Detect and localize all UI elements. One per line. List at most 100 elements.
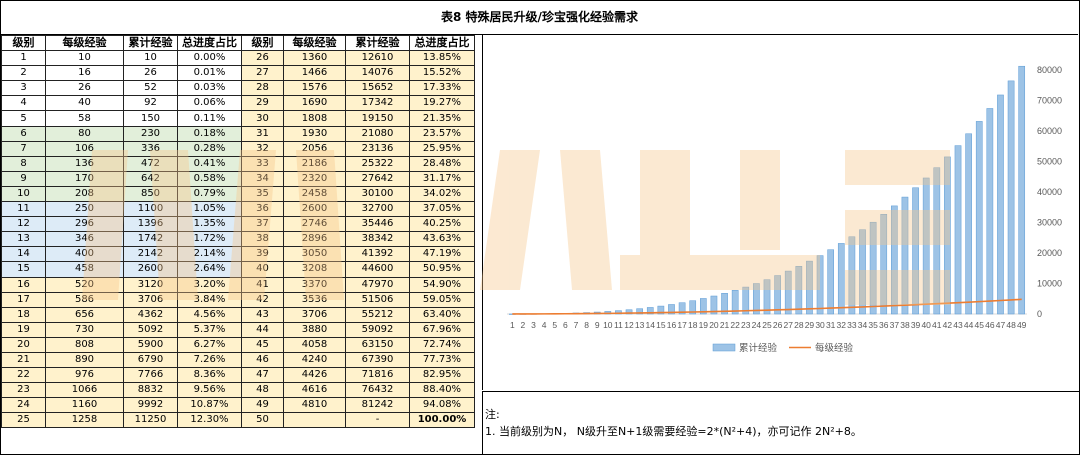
line-exp-per-level: [512, 298, 1022, 315]
table-row: 18 656 4362 4.56% 43 3706 55212 63.40%: [1, 306, 475, 323]
cell-right-progress: 50.95%: [409, 261, 475, 278]
cell-left-level: 15: [1, 261, 46, 278]
cell-right-level: 27: [241, 65, 284, 82]
cell-left-level: 24: [1, 397, 46, 414]
cell-left-progress: 12.30%: [177, 412, 242, 429]
cell-left-progress: 3.84%: [177, 291, 242, 308]
cell-right-level: 44: [241, 321, 284, 338]
table-row: 4 40 92 0.06% 29 1690 17342 19.27%: [1, 95, 475, 112]
x-tick-label: 5: [552, 320, 557, 330]
cell-left-progress: 2.14%: [177, 246, 242, 263]
cell-left-exp-per-level: 40: [45, 95, 124, 112]
x-tick-label: 21: [720, 320, 730, 330]
x-tick-label: 36: [879, 320, 889, 330]
bar-cumulative-exp: [657, 305, 665, 315]
x-tick-label: 47: [996, 320, 1006, 330]
cell-right-progress: 54.90%: [409, 276, 475, 293]
y-tick-label: 50000: [1037, 157, 1062, 167]
bar-cumulative-exp: [689, 300, 697, 315]
bar-cumulative-exp: [827, 249, 835, 315]
header-progress-left: 总进度占比: [177, 34, 242, 52]
cell-left-exp-per-level: 586: [45, 291, 124, 308]
legend-label-exp-per-level: 每级经验: [815, 342, 854, 354]
table-row: 12 296 1396 1.35% 37 2746 35446 40.25%: [1, 216, 475, 233]
cell-left-level: 14: [1, 246, 46, 263]
bar-cumulative-exp: [1007, 80, 1015, 315]
cell-right-cumulative-exp: 71816: [345, 367, 410, 384]
bar-cumulative-exp: [891, 205, 898, 315]
x-tick-label: 38: [900, 320, 910, 330]
cell-left-cumulative-exp: 7766: [123, 367, 178, 384]
x-tick-label: 44: [964, 320, 974, 330]
cell-right-progress: 82.95%: [409, 367, 475, 384]
bar-cumulative-exp: [753, 283, 760, 315]
cell-right-exp-per-level: 2746: [283, 216, 346, 233]
bar-cumulative-exp: [625, 309, 633, 315]
x-tick-label: 6: [563, 320, 568, 330]
cell-right-progress: 100.00%: [409, 412, 475, 429]
x-tick-label: 18: [688, 320, 698, 330]
cell-left-level: 2: [1, 65, 46, 82]
cell-right-exp-per-level: 1360: [283, 50, 346, 67]
cell-left-progress: 2.64%: [177, 261, 242, 278]
cell-left-progress: 1.35%: [177, 216, 242, 233]
cell-left-level: 11: [1, 201, 46, 218]
cell-right-level: 35: [241, 185, 284, 203]
bar-cumulative-exp: [901, 196, 909, 315]
cell-right-progress: 40.25%: [409, 216, 475, 233]
cell-right-level: 34: [241, 170, 284, 187]
x-tick-label: 1: [510, 320, 515, 330]
cell-right-level: 50: [241, 412, 284, 429]
bar-cumulative-exp: [784, 270, 792, 315]
cell-left-progress: 0.28%: [177, 140, 242, 157]
cell-right-progress: 31.17%: [409, 170, 475, 187]
cell-left-level: 21: [1, 351, 46, 369]
experience-chart: 0 10000 20000 30000 40000 50000 60000 70000 8000…: [507, 65, 1062, 354]
cell-left-progress: 10.87%: [177, 397, 242, 414]
x-tick-label: 49: [1017, 320, 1027, 330]
cell-left-progress: 0.41%: [177, 155, 242, 172]
x-tick-label: 32: [837, 320, 847, 330]
cell-right-exp-per-level: 3208: [283, 261, 346, 278]
header-cumulative-exp-right: 累计经验: [345, 34, 410, 52]
cell-right-progress: 28.48%: [409, 155, 475, 172]
header-exp-per-level-right: 每级经验: [283, 34, 346, 52]
x-tick-label: 34: [858, 320, 868, 330]
bar-cumulative-exp: [710, 295, 718, 315]
y-tick-label: 60000: [1037, 126, 1062, 136]
cell-right-progress: 34.02%: [409, 185, 475, 203]
cell-left-level: 23: [1, 382, 46, 399]
legend-label-cumulative-exp: 累计经验: [739, 342, 778, 354]
x-tick-label: 41: [932, 320, 942, 330]
cell-right-level: 33: [241, 155, 284, 172]
cell-right-progress: 59.05%: [409, 291, 475, 308]
cell-left-exp-per-level: 656: [45, 306, 124, 323]
cell-left-level: 1: [1, 50, 46, 67]
cell-right-level: 28: [241, 80, 284, 97]
cell-right-cumulative-exp: 59092: [345, 321, 410, 338]
table-row: 5 58 150 0.11% 30 1808 19150 21.35%: [1, 110, 475, 127]
y-tick-label: 20000: [1037, 248, 1062, 258]
page-title: 表8 特殊居民升级/珍宝强化经验需求: [1, 1, 1078, 35]
bar-cumulative-exp: [880, 214, 888, 315]
cell-left-cumulative-exp: 9992: [123, 397, 178, 414]
cell-left-progress: 0.58%: [177, 170, 242, 187]
cell-left-exp-per-level: 250: [45, 201, 124, 218]
x-tick-label: 14: [646, 320, 656, 330]
cell-left-exp-per-level: 26: [45, 80, 124, 97]
cell-right-level: 42: [241, 291, 284, 308]
cell-left-exp-per-level: 170: [45, 170, 124, 187]
bar-cumulative-exp: [954, 145, 962, 315]
x-tick-label: 46: [985, 320, 995, 330]
cell-right-exp-per-level: 1690: [283, 95, 346, 112]
y-tick-label: 40000: [1037, 187, 1062, 197]
cell-right-cumulative-exp: 47970: [345, 276, 410, 293]
x-tick-label: 11: [614, 320, 623, 330]
cell-left-cumulative-exp: 850: [123, 185, 178, 203]
header-level-left: 级别: [1, 34, 46, 52]
cell-left-cumulative-exp: 150: [123, 110, 178, 127]
bar-cumulative-exp: [859, 229, 866, 315]
cell-right-progress: 63.40%: [409, 306, 475, 323]
cell-left-cumulative-exp: 10: [123, 50, 178, 67]
cell-right-level: 49: [241, 397, 284, 414]
